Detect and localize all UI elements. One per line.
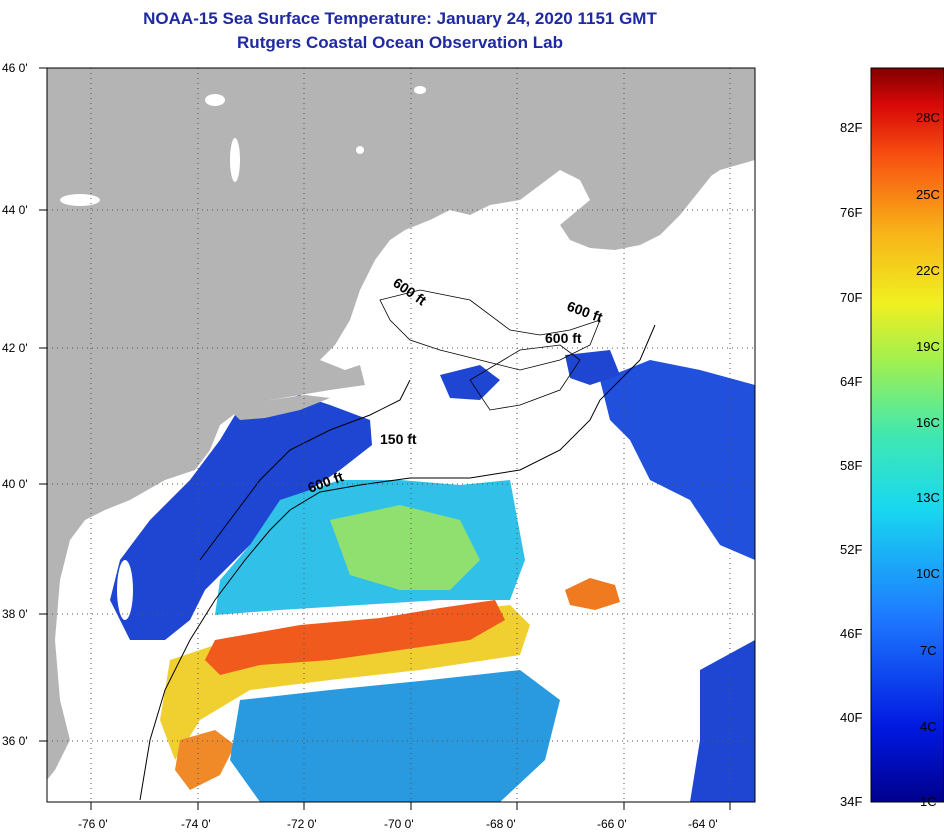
cb-f-58: 58F xyxy=(840,458,862,473)
chart-subtitle: Rutgers Coastal Ocean Observation Lab xyxy=(237,33,563,52)
land-long-island xyxy=(230,395,330,420)
cb-c-16: 16C xyxy=(916,415,940,430)
axis-ticks xyxy=(39,67,731,810)
land-new-england xyxy=(47,68,755,780)
cb-f-64: 64F xyxy=(840,374,862,389)
contour-150ft xyxy=(199,379,411,561)
sst-cold-patch-gulf xyxy=(440,365,500,400)
lake-2 xyxy=(230,138,240,182)
lat-label-46: 46 0' xyxy=(2,61,28,75)
cb-c-7: 7C xyxy=(920,643,937,658)
cb-f-82: 82F xyxy=(840,120,862,135)
colorbar-celsius-labels: 28C 25C 22C 19C 16C 13C 10C 7C 4C 1C xyxy=(916,110,940,809)
lon-label-66: -66 0' xyxy=(597,817,627,831)
sst-mild-region xyxy=(330,505,480,590)
lat-label-40: 40 0' xyxy=(2,477,28,491)
lon-label-72: -72 0' xyxy=(287,817,317,831)
lon-label-76: -76 0' xyxy=(78,817,108,831)
cb-c-19: 19C xyxy=(916,339,940,354)
contour-label-150ft: 150 ft xyxy=(380,431,417,447)
lon-label-70: -70 0' xyxy=(384,817,414,831)
chart-title: NOAA-15 Sea Surface Temperature: January… xyxy=(143,9,657,28)
cb-c-1: 1C xyxy=(920,794,937,809)
lake-6 xyxy=(117,560,133,620)
sst-warm-south-tongue xyxy=(175,730,235,790)
lat-label-44: 44 0' xyxy=(2,203,28,217)
cb-f-52: 52F xyxy=(840,542,862,557)
cb-f-34: 34F xyxy=(840,794,862,809)
map-layers xyxy=(47,68,755,802)
lat-label-42: 42 0' xyxy=(2,341,28,355)
colorbar xyxy=(871,68,944,802)
lake-3 xyxy=(414,86,426,94)
sst-southeast-patch xyxy=(690,640,755,802)
cb-c-13: 13C xyxy=(916,490,940,505)
sst-gulf-stream-core xyxy=(205,600,505,675)
land-nova-scotia xyxy=(560,110,745,250)
colorbar-frame xyxy=(870,67,944,803)
cb-c-4: 4C xyxy=(920,719,937,734)
cb-f-40: 40F xyxy=(840,710,862,725)
cb-c-28: 28C xyxy=(916,110,940,125)
latitude-labels: 46 0' 44 0' 42 0' 40 0' 38 0' 36 0' xyxy=(2,61,28,748)
cb-f-76: 76F xyxy=(840,205,862,220)
sst-warm-eddy-east xyxy=(565,578,620,610)
cb-f-46: 46F xyxy=(840,626,862,641)
contour-600ft-shelf xyxy=(139,324,656,801)
cb-c-22: 22C xyxy=(916,263,940,278)
lake-7 xyxy=(79,615,91,665)
contour-label-600ft-east: 600 ft xyxy=(545,330,582,346)
longitude-labels: -76 0' -74 0' -72 0' -70 0' -68 0' -66 0… xyxy=(78,817,718,831)
cb-c-10: 10C xyxy=(916,566,940,581)
cb-f-70: 70F xyxy=(840,290,862,305)
lon-label-64: -64 0' xyxy=(688,817,718,831)
lon-label-74: -74 0' xyxy=(181,817,211,831)
map-frame xyxy=(46,67,756,803)
contour-gulf-of-maine xyxy=(379,289,601,371)
sst-south-mixed-region xyxy=(230,670,560,802)
sst-cold-offshore-east xyxy=(600,360,755,560)
lake-1 xyxy=(205,94,225,106)
sst-cold-shelf-region xyxy=(110,395,372,640)
lake-5 xyxy=(60,194,100,206)
lat-label-38: 38 0' xyxy=(2,607,28,621)
contour-georges-bank xyxy=(469,344,581,411)
lon-label-68: -68 0' xyxy=(486,817,516,831)
lake-4 xyxy=(356,146,364,154)
colorbar-fahrenheit-labels: 82F 76F 70F 64F 58F 52F 46F 40F 34F xyxy=(840,120,862,809)
cb-c-25: 25C xyxy=(916,187,940,202)
lat-label-36: 36 0' xyxy=(2,734,28,748)
